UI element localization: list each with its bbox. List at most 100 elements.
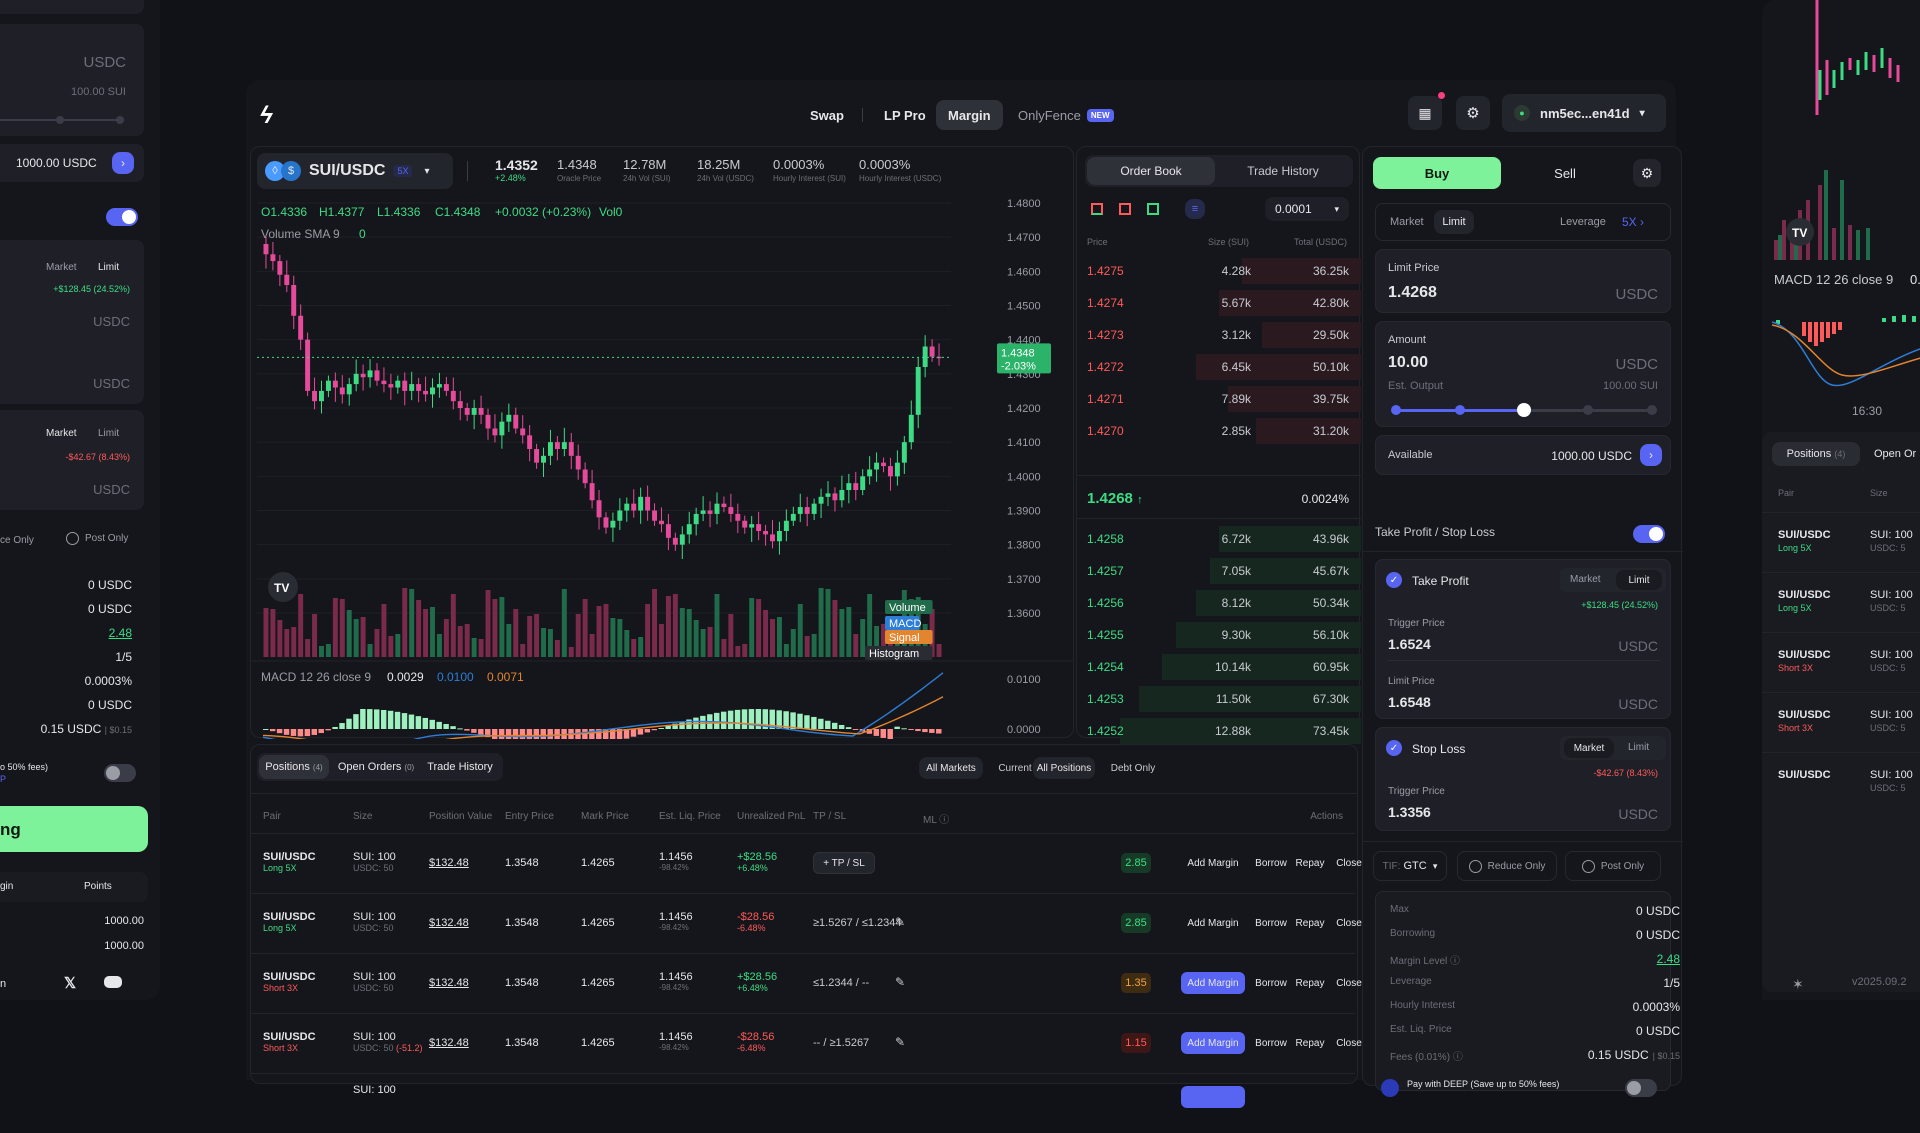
- ghost-arrow-button[interactable]: ›: [112, 152, 134, 174]
- order-type-limit[interactable]: Limit: [1434, 210, 1474, 234]
- ghost-position-row[interactable]: SUI/USDC SUI: 100 USDC: 5: [1762, 752, 1920, 812]
- position-row[interactable]: SUI/USDC Short 3X SUI: 100 USDC: 50 (-51.2)…: [251, 1013, 1362, 1073]
- pos-value[interactable]: $132.48: [429, 977, 469, 989]
- bid-row[interactable]: 1.4255 9.30k 56.10k: [1077, 619, 1361, 651]
- add-margin-button[interactable]: Add Margin: [1181, 972, 1245, 994]
- limit-price-value[interactable]: 1.4268: [1388, 284, 1437, 301]
- edit-pencil-icon[interactable]: ✎: [895, 975, 906, 989]
- book-view-asks-icon[interactable]: [1119, 203, 1131, 215]
- book-view-bids-icon[interactable]: [1147, 203, 1159, 215]
- ghost-cta-button[interactable]: ng: [0, 806, 148, 852]
- deep-toggle[interactable]: [1625, 1079, 1657, 1097]
- checkbox-checked-icon[interactable]: ✓: [1386, 572, 1402, 588]
- position-row[interactable]: SUI/USDC Short 3X SUI: 100 USDC: 50 $132.48 1…: [251, 953, 1362, 1013]
- sl-limit[interactable]: Limit: [1628, 742, 1650, 753]
- reduce-only-radio[interactable]: Reduce Only: [1457, 851, 1557, 881]
- tp-limit[interactable]: Limit: [1616, 570, 1662, 590]
- position-row[interactable]: SUI/USDC Long 5X SUI: 100 USDC: 50 $132.48 1.…: [251, 833, 1362, 893]
- pos-value[interactable]: $132.48: [429, 1037, 469, 1049]
- tab-trade-history[interactable]: Trade History: [1247, 164, 1319, 178]
- ask-row[interactable]: 1.4275 4.28k 36.25k: [1077, 255, 1361, 287]
- bid-row[interactable]: 1.4256 8.12k 50.34k: [1077, 587, 1361, 619]
- sl-market[interactable]: Market: [1564, 738, 1614, 758]
- tp-limit-price[interactable]: 1.6548: [1388, 694, 1431, 710]
- tab-order-book[interactable]: Order Book: [1087, 157, 1215, 185]
- borrow-button[interactable]: Borrow: [1255, 1037, 1287, 1049]
- checkbox-checked-icon[interactable]: ✓: [1386, 740, 1402, 756]
- repay-button[interactable]: Repay: [1295, 917, 1325, 929]
- book-filter-icon[interactable]: ≡: [1185, 199, 1205, 219]
- app-logo-icon[interactable]: ϟ: [260, 102, 273, 129]
- ghost-toggle[interactable]: [106, 208, 138, 226]
- positions-tab[interactable]: Trade History: [427, 761, 493, 773]
- ask-row[interactable]: 1.4274 5.67k 42.80k: [1077, 287, 1361, 319]
- apps-grid-button[interactable]: ▦: [1408, 96, 1442, 130]
- amount-field[interactable]: Amount 10.00 USDC Est. Output 100.00 SUI: [1375, 321, 1671, 427]
- add-margin-button[interactable]: Add Margin: [1181, 1032, 1245, 1054]
- ghost-limit-2[interactable]: Limit: [98, 428, 120, 439]
- close-button[interactable]: Close: [1336, 857, 1362, 869]
- sl-trigger[interactable]: 1.3356: [1388, 804, 1431, 820]
- repay-button[interactable]: Repay: [1295, 857, 1325, 869]
- book-view-both-icon[interactable]: [1091, 203, 1103, 215]
- positions-filter[interactable]: All Markets: [919, 757, 983, 779]
- bid-row[interactable]: 1.4253 11.50k 67.30k: [1077, 683, 1361, 715]
- close-button[interactable]: Close: [1336, 1037, 1362, 1049]
- pay-with-deep[interactable]: Pay with DEEP (Save up to 50% fees): [1375, 1075, 1671, 1097]
- borrow-button[interactable]: Borrow: [1255, 977, 1287, 989]
- nav-margin[interactable]: Margin: [936, 100, 1003, 130]
- close-button[interactable]: Close: [1336, 977, 1362, 989]
- bid-row[interactable]: 1.4258 6.72k 43.96k: [1077, 523, 1361, 555]
- slider-step[interactable]: [1583, 405, 1593, 415]
- nav-lp-pro[interactable]: LP Pro: [884, 107, 926, 123]
- bid-row[interactable]: 1.4254 10.14k 60.95k: [1077, 651, 1361, 683]
- positions-filter[interactable]: Debt Only: [1110, 762, 1156, 774]
- ghost-market-2[interactable]: Market: [46, 428, 77, 439]
- ask-row[interactable]: 1.4270 2.85k 31.20k: [1077, 415, 1361, 447]
- ask-row[interactable]: 1.4273 3.12k 29.50k: [1077, 319, 1361, 351]
- positions-tab[interactable]: Open Orders (0): [337, 761, 415, 773]
- positions-tab[interactable]: Positions (4): [259, 755, 329, 779]
- settings-gear-icon[interactable]: ⚙: [1456, 96, 1490, 130]
- ghost-position-row[interactable]: SUI/USDC Long 5X SUI: 100 USDC: 5: [1762, 572, 1920, 632]
- slider-step[interactable]: [1455, 405, 1465, 415]
- pos-value[interactable]: $132.48: [429, 917, 469, 929]
- discord-icon[interactable]: [104, 976, 122, 988]
- borrow-button[interactable]: Borrow: [1255, 857, 1287, 869]
- ghost-market[interactable]: Market: [46, 262, 77, 273]
- tif-select[interactable]: TIF: GTC ▾: [1373, 851, 1447, 881]
- nav-onlyfence[interactable]: OnlyFence NEW: [1006, 100, 1126, 130]
- close-button[interactable]: Close: [1336, 917, 1362, 929]
- ghost-post-only[interactable]: Post Only: [66, 532, 128, 545]
- tick-size-select[interactable]: 0.0001 ▾: [1265, 197, 1349, 221]
- ghost-position-row[interactable]: SUI/USDC Short 3X SUI: 100 USDC: 5: [1762, 692, 1920, 752]
- position-row[interactable]: SUI/USDC Long 5X SUI: 100 USDC: 50 $132.48 1.…: [251, 893, 1362, 953]
- add-margin-button[interactable]: [1181, 1086, 1245, 1108]
- leverage-button[interactable]: 5X ›: [1622, 215, 1645, 229]
- wallet-button[interactable]: ● nm5ec...en41d ▾: [1502, 94, 1666, 132]
- repay-button[interactable]: Repay: [1295, 1037, 1325, 1049]
- add-tpsl-button[interactable]: + TP / SL: [813, 852, 875, 874]
- position-row[interactable]: SUI: 100: [251, 1073, 1355, 1133]
- post-only-radio[interactable]: Post Only: [1565, 851, 1661, 881]
- sell-tab[interactable]: Sell: [1554, 165, 1576, 181]
- nav-swap[interactable]: Swap: [810, 107, 844, 123]
- ask-row[interactable]: 1.4271 7.89k 39.75k: [1077, 383, 1361, 415]
- deposit-arrow-button[interactable]: ›: [1640, 444, 1662, 466]
- positions-filter[interactable]: Current: [998, 762, 1032, 774]
- order-type-market[interactable]: Market: [1390, 216, 1424, 228]
- ghost-tab-open[interactable]: Open Or: [1874, 448, 1917, 460]
- ghost-ioc[interactable]: ce Only: [0, 535, 34, 546]
- pos-value[interactable]: $132.48: [429, 857, 469, 869]
- slider-step[interactable]: [1647, 405, 1657, 415]
- bid-row[interactable]: 1.4257 7.05k 45.67k: [1077, 555, 1361, 587]
- tp-market[interactable]: Market: [1570, 574, 1601, 585]
- ghost-position-row[interactable]: SUI/USDC Long 5X SUI: 100 USDC: 5: [1762, 512, 1920, 572]
- limit-price-field[interactable]: Limit Price 1.4268 USDC: [1375, 249, 1671, 313]
- borrow-button[interactable]: Borrow: [1255, 917, 1287, 929]
- positions-filter[interactable]: All Positions: [1033, 757, 1095, 779]
- trade-settings-gear-icon[interactable]: ⚙: [1633, 159, 1661, 187]
- add-margin-button[interactable]: Add Margin: [1187, 857, 1239, 869]
- pair-selector[interactable]: ◊ $ SUI/USDC 5X ▾: [257, 153, 453, 189]
- add-margin-button[interactable]: Add Margin: [1187, 917, 1239, 929]
